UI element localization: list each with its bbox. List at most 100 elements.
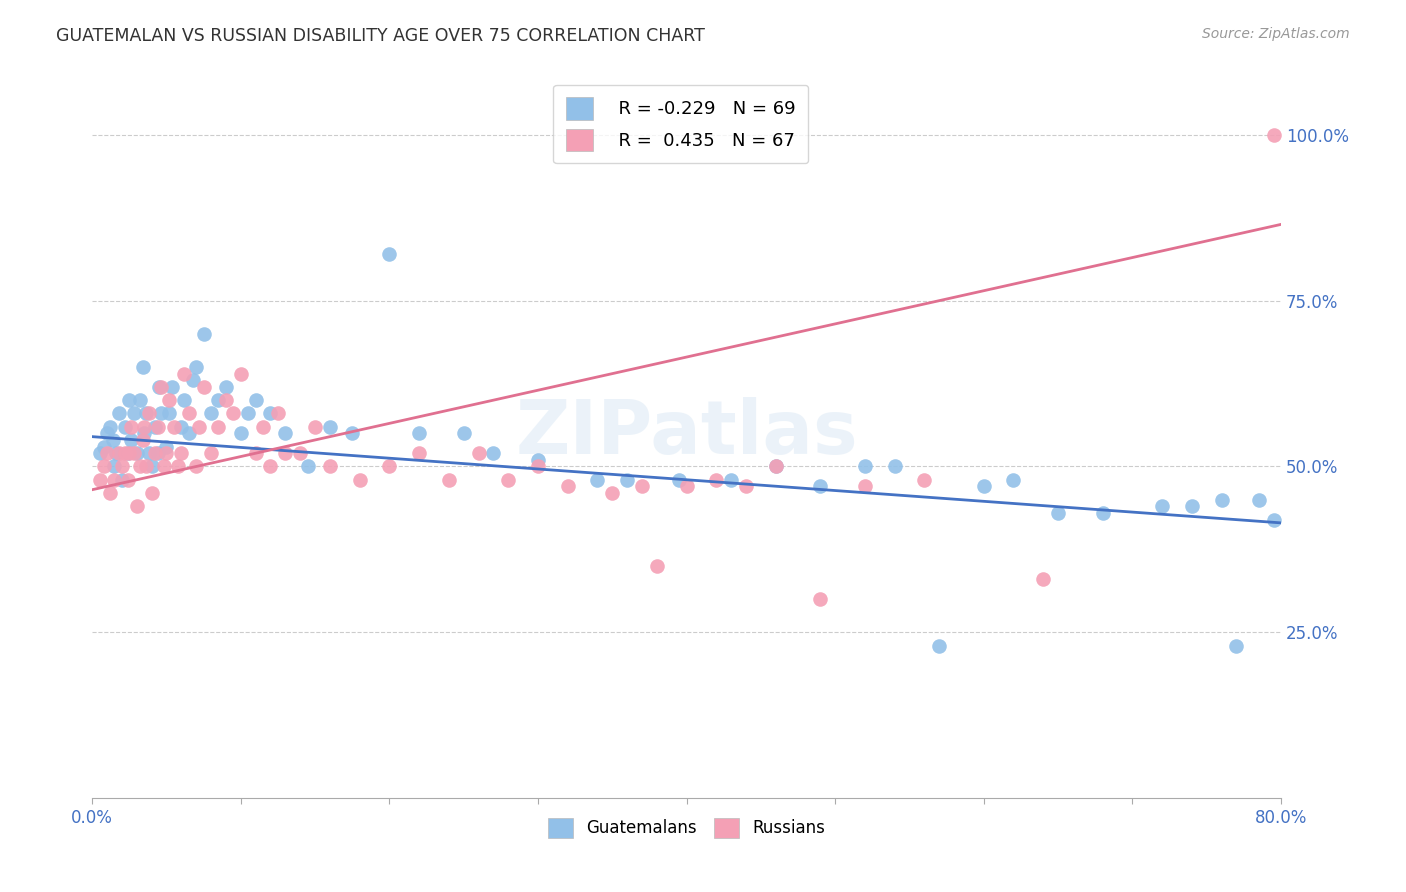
Point: [207, 419, 229, 434]
Point: [297, 459, 319, 474]
Point: [152, 459, 174, 474]
Point: [482, 446, 505, 460]
Point: [245, 446, 267, 460]
Point: [200, 406, 222, 420]
Point: [319, 459, 342, 474]
Point: [155, 440, 177, 454]
Point: [111, 459, 134, 474]
Point: [138, 446, 160, 460]
Point: [600, 486, 623, 500]
Point: [1181, 500, 1204, 514]
Point: [1091, 506, 1114, 520]
Point: [103, 473, 125, 487]
Point: [193, 326, 215, 341]
Point: [128, 393, 150, 408]
Point: [131, 433, 153, 447]
Point: [853, 479, 876, 493]
Point: [229, 426, 252, 441]
Point: [101, 433, 124, 447]
Point: [125, 446, 148, 460]
Point: [645, 559, 668, 574]
Point: [104, 446, 127, 460]
Point: [143, 419, 166, 434]
Point: [349, 473, 371, 487]
Point: [1211, 492, 1233, 507]
Point: [188, 419, 211, 434]
Point: [453, 426, 475, 441]
Point: [122, 406, 145, 420]
Point: [125, 500, 148, 514]
Point: [259, 406, 281, 420]
Point: [1263, 512, 1285, 526]
Point: [117, 446, 139, 460]
Text: GUATEMALAN VS RUSSIAN DISABILITY AGE OVER 75 CORRELATION CHART: GUATEMALAN VS RUSSIAN DISABILITY AGE OVE…: [56, 27, 706, 45]
Point: [173, 367, 195, 381]
Point: [928, 639, 950, 653]
Point: [98, 419, 121, 434]
Point: [1263, 128, 1285, 142]
Point: [149, 380, 172, 394]
Point: [118, 446, 141, 460]
Point: [808, 592, 831, 607]
Point: [134, 419, 156, 434]
Point: [586, 473, 609, 487]
Point: [167, 459, 190, 474]
Point: [245, 393, 267, 408]
Point: [108, 446, 131, 460]
Legend: Guatemalans, Russians: Guatemalans, Russians: [541, 811, 832, 845]
Point: [274, 426, 297, 441]
Point: [765, 459, 787, 474]
Point: [229, 367, 252, 381]
Point: [138, 406, 160, 420]
Point: [883, 459, 905, 474]
Point: [177, 406, 200, 420]
Point: [765, 459, 787, 474]
Point: [378, 459, 401, 474]
Point: [163, 419, 186, 434]
Text: Source: ZipAtlas.com: Source: ZipAtlas.com: [1202, 27, 1350, 41]
Point: [162, 380, 184, 394]
Point: [155, 446, 177, 460]
Point: [96, 426, 118, 441]
Point: [120, 433, 142, 447]
Point: [1225, 639, 1247, 653]
Point: [141, 486, 163, 500]
Point: [98, 486, 121, 500]
Point: [527, 459, 550, 474]
Point: [146, 446, 169, 460]
Point: [912, 473, 935, 487]
Point: [111, 473, 134, 487]
Point: [170, 446, 193, 460]
Point: [527, 453, 550, 467]
Point: [207, 393, 229, 408]
Point: [557, 479, 579, 493]
Point: [159, 393, 181, 408]
Point: [704, 473, 727, 487]
Point: [616, 473, 638, 487]
Point: [496, 473, 519, 487]
Point: [96, 446, 118, 460]
Point: [467, 446, 489, 460]
Point: [108, 406, 131, 420]
Point: [173, 393, 195, 408]
Point: [134, 426, 156, 441]
Point: [149, 406, 172, 420]
Point: [267, 406, 290, 420]
Point: [1047, 506, 1070, 520]
Point: [675, 479, 697, 493]
Point: [1152, 500, 1174, 514]
Point: [122, 446, 145, 460]
Point: [135, 459, 157, 474]
Point: [973, 479, 995, 493]
Point: [170, 419, 193, 434]
Point: [181, 373, 204, 387]
Point: [89, 473, 111, 487]
Point: [342, 426, 364, 441]
Point: [177, 426, 200, 441]
Point: [290, 446, 312, 460]
Point: [319, 419, 342, 434]
Point: [117, 473, 139, 487]
Point: [89, 446, 111, 460]
Point: [93, 440, 115, 454]
Text: ZIPatlas: ZIPatlas: [515, 397, 858, 470]
